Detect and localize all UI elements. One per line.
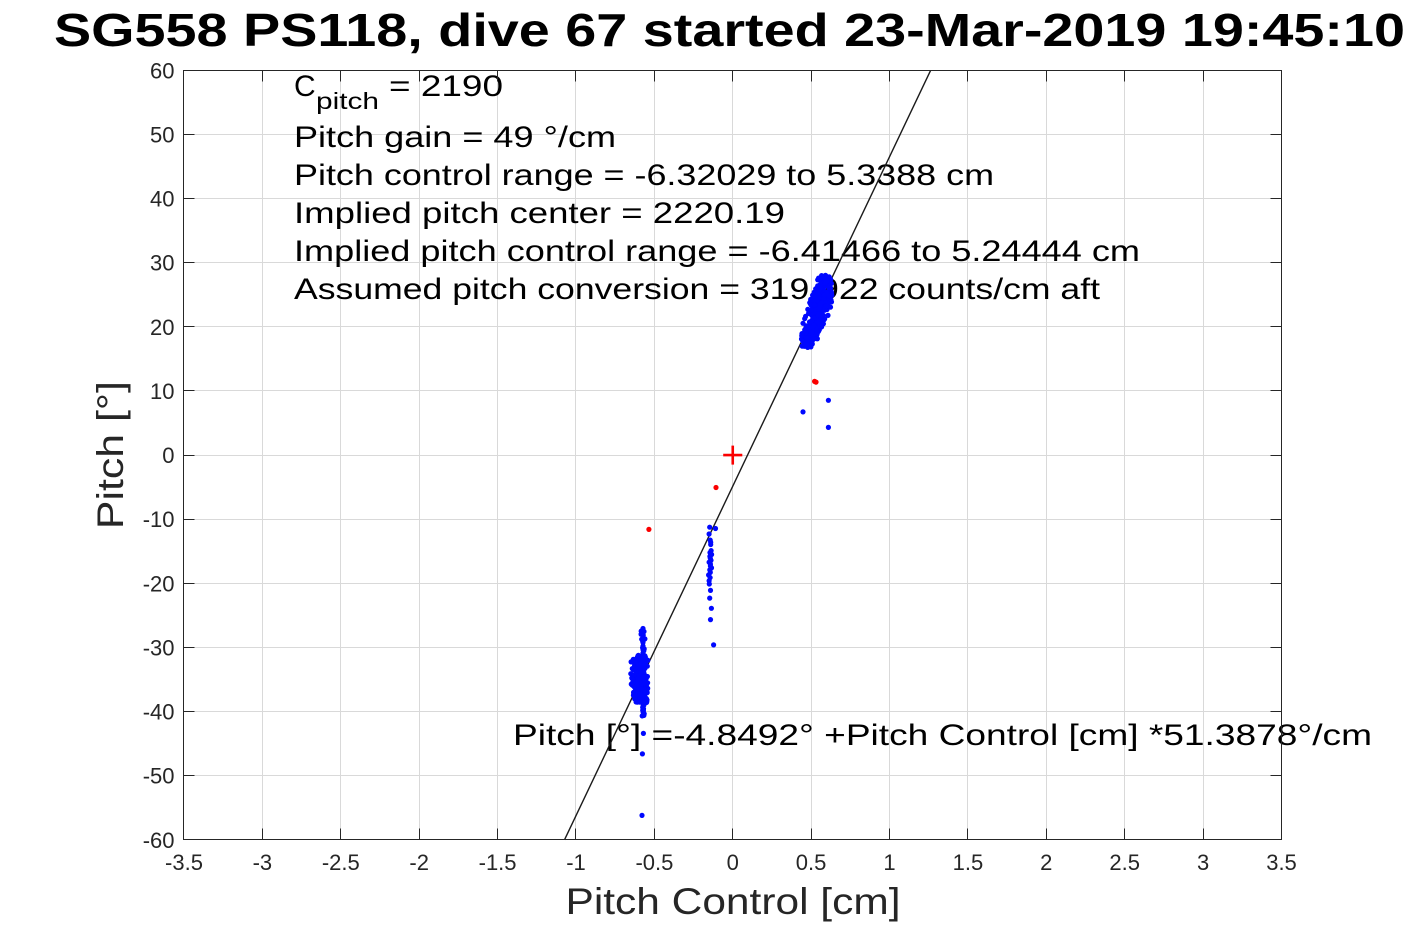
svg-text:0: 0: [727, 850, 739, 875]
svg-text:50: 50: [150, 123, 174, 148]
svg-text:Pitch gain = 49 °/cm: Pitch gain = 49 °/cm: [294, 121, 616, 154]
svg-text:20: 20: [150, 315, 174, 340]
svg-text:-10: -10: [143, 507, 175, 532]
svg-text:10: 10: [150, 379, 174, 404]
svg-text:-1.5: -1.5: [479, 850, 517, 875]
svg-text:Implied pitch center = 2220.19: Implied pitch center = 2220.19: [294, 197, 785, 230]
svg-text:-40: -40: [143, 700, 175, 725]
svg-text:-20: -20: [143, 571, 175, 596]
svg-text:30: 30: [150, 251, 174, 276]
svg-text:-30: -30: [143, 636, 175, 661]
svg-text:pitch: pitch: [316, 88, 379, 114]
svg-text:Pitch Control [cm]: Pitch Control [cm]: [566, 881, 901, 922]
svg-text:1.5: 1.5: [953, 850, 984, 875]
svg-text:-2.5: -2.5: [322, 850, 360, 875]
svg-text:= 2190: = 2190: [389, 70, 503, 103]
svg-text:60: 60: [150, 58, 174, 83]
svg-text:Implied pitch control range =: Implied pitch control range = -6.41466 t…: [294, 235, 1140, 268]
svg-text:0.5: 0.5: [796, 850, 827, 875]
svg-text:0: 0: [162, 443, 174, 468]
svg-text:2.5: 2.5: [1109, 850, 1140, 875]
svg-text:Assumed pitch conversion = 319: Assumed pitch conversion = 319.922 count…: [294, 273, 1101, 306]
svg-text:SG558 PS118, dive 67 started 2: SG558 PS118, dive 67 started 23-Mar-2019…: [54, 4, 1405, 56]
svg-text:-1: -1: [566, 850, 586, 875]
svg-text:Pitch [°]: Pitch [°]: [90, 381, 131, 529]
svg-text:-60: -60: [143, 828, 175, 853]
svg-text:3: 3: [1197, 850, 1209, 875]
svg-text:Pitch control range = -6.32029: Pitch control range = -6.32029 to 5.3388…: [294, 159, 994, 192]
svg-text:2: 2: [1040, 850, 1052, 875]
svg-text:3.5: 3.5: [1266, 850, 1297, 875]
svg-text:1: 1: [883, 850, 895, 875]
svg-text:-50: -50: [143, 764, 175, 789]
svg-text:-3: -3: [253, 850, 273, 875]
svg-text:-3.5: -3.5: [165, 850, 203, 875]
svg-text:C: C: [294, 70, 316, 103]
svg-text:40: 40: [150, 187, 174, 212]
svg-text:Pitch [°] =-4.8492° +Pitch Con: Pitch [°] =-4.8492° +Pitch Control [cm] …: [513, 719, 1372, 752]
svg-text:-2: -2: [409, 850, 429, 875]
svg-text:-0.5: -0.5: [635, 850, 673, 875]
